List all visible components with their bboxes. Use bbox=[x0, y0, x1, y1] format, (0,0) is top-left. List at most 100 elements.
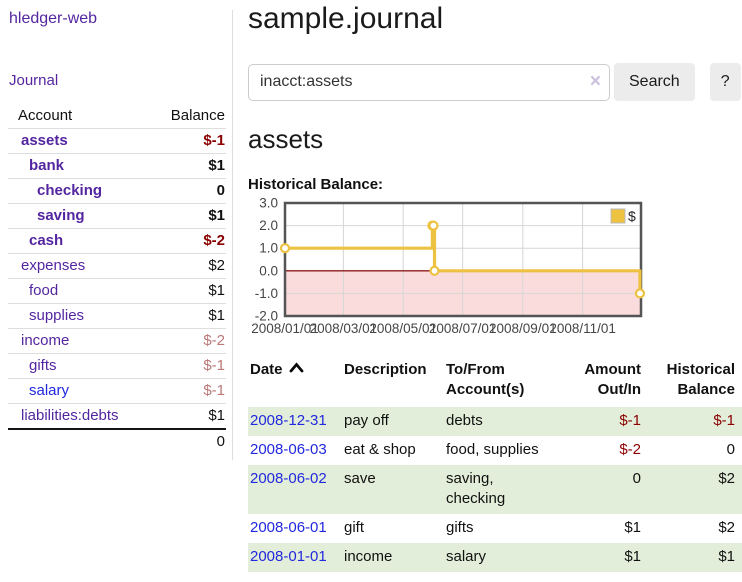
account-link-cash[interactable]: cash bbox=[29, 232, 64, 249]
account-link-liabilities-debts[interactable]: liabilities:debts bbox=[21, 407, 119, 424]
chart-x-tick-label: 2008/09/01 bbox=[489, 321, 557, 336]
account-link-expenses[interactable]: expenses bbox=[21, 257, 86, 274]
transaction-accounts: food, supplies bbox=[446, 441, 539, 458]
table-row: 2008-06-02 save saving, checking 0 $2 bbox=[248, 465, 742, 514]
account-row: assets $-1 bbox=[8, 128, 226, 154]
transaction-description: income bbox=[344, 548, 393, 565]
header-balance: Historical Balance bbox=[641, 358, 742, 407]
transaction-description: save bbox=[344, 470, 376, 487]
transaction-amount: $-2 bbox=[619, 441, 641, 458]
transaction-description: eat & shop bbox=[344, 441, 416, 458]
accounts-header-balance: Balance bbox=[170, 107, 225, 124]
clear-search-icon[interactable]: × bbox=[589, 70, 601, 92]
account-row: salary $-1 bbox=[8, 378, 226, 404]
account-row: cash $-2 bbox=[8, 228, 226, 254]
transaction-amount: $1 bbox=[624, 519, 641, 536]
search-box: × bbox=[248, 63, 610, 101]
main-content: sample.journal × Search ? assets Histori… bbox=[233, 0, 742, 572]
transaction-amount: 0 bbox=[632, 470, 641, 487]
chart-marker bbox=[634, 288, 646, 299]
account-balance: $1 bbox=[208, 282, 225, 299]
chart-y-tick-label: -2.0 bbox=[255, 309, 278, 324]
account-row: expenses $2 bbox=[8, 253, 226, 279]
sidebar-item-journal[interactable]: Journal bbox=[9, 72, 59, 89]
account-balance: 0 bbox=[216, 182, 225, 199]
legend-label: $ bbox=[628, 208, 636, 224]
transaction-date-link[interactable]: 2008-06-02 bbox=[250, 470, 327, 487]
account-row: bank $1 bbox=[8, 153, 226, 179]
transaction-description: pay off bbox=[344, 412, 389, 429]
accounts-header-row: Account Balance bbox=[8, 104, 226, 129]
transaction-balance: 0 bbox=[726, 441, 735, 458]
account-row: supplies $1 bbox=[8, 303, 226, 329]
account-balance: $2 bbox=[208, 257, 225, 274]
chart-border bbox=[283, 201, 643, 318]
account-link-gifts[interactable]: gifts bbox=[29, 357, 57, 374]
register-body: 2008-12-31 pay off debts $-1 $-1 2008-06-03 ea… bbox=[248, 407, 742, 572]
account-balance: $1 bbox=[208, 207, 225, 224]
search-button[interactable]: Search bbox=[614, 63, 695, 101]
chart-x-tick-label: 2008/05/01 bbox=[369, 321, 437, 336]
accounts-body: assets $-1 bank $1 checking 0 saving $1 cash $-2 e… bbox=[8, 128, 226, 430]
chart-y-tick-label: 3.0 bbox=[259, 198, 278, 211]
header-accounts: To/From Account(s) bbox=[444, 358, 544, 407]
chart-marker bbox=[428, 220, 439, 231]
account-row: income $-2 bbox=[8, 328, 226, 354]
sidebar-inner: hledger-web Journal Account Balance asse… bbox=[0, 10, 233, 460]
chart-marker bbox=[279, 243, 291, 254]
transaction-balance: $2 bbox=[718, 519, 735, 536]
header-balance-line2: Balance bbox=[677, 381, 735, 398]
chart-marker bbox=[429, 265, 440, 276]
transaction-date-link[interactable]: 2008-01-01 bbox=[250, 548, 327, 565]
table-row: 2008-06-03 eat & shop food, supplies $-2 0 bbox=[248, 436, 742, 465]
transaction-date-link[interactable]: 2008-12-31 bbox=[250, 412, 327, 429]
account-link-assets[interactable]: assets bbox=[21, 132, 68, 149]
account-balance: $-2 bbox=[203, 332, 225, 349]
account-row: saving $1 bbox=[8, 203, 226, 229]
historical-balance-chart[interactable]: $3.0 2.0 1.0 0.0 -1.0 -2.0 2008/01/01 2008/03/0… bbox=[248, 196, 742, 342]
header-date[interactable]: Date bbox=[248, 358, 342, 407]
header-accounts-line1: To/From bbox=[446, 361, 505, 378]
transaction-date-link[interactable]: 2008-06-03 bbox=[250, 441, 327, 458]
search-help-button[interactable]: ? bbox=[709, 63, 741, 101]
accounts-total-row: 0 bbox=[8, 429, 226, 454]
transaction-date-link[interactable]: 2008-06-01 bbox=[250, 519, 327, 536]
transaction-balance: $-1 bbox=[713, 412, 735, 429]
transaction-amount: $1 bbox=[624, 548, 641, 565]
header-accounts-line2: Account(s) bbox=[446, 381, 525, 398]
account-balance: $1 bbox=[208, 307, 225, 324]
account-balance: $-1 bbox=[203, 357, 225, 374]
accounts-table: Account Balance assets $-1 bank $1 checking 0… bbox=[8, 104, 226, 454]
page-title: sample.journal bbox=[248, 2, 444, 35]
header-balance-line1: Historical bbox=[666, 361, 735, 378]
chart-y-tick-label: -1.0 bbox=[255, 286, 278, 301]
brand-link[interactable]: hledger-web bbox=[9, 10, 98, 27]
account-link-bank[interactable]: bank bbox=[29, 157, 65, 174]
account-link-checking[interactable]: checking bbox=[37, 182, 103, 199]
chart-title: Historical Balance: bbox=[248, 176, 384, 193]
search-form: × Search ? bbox=[248, 63, 742, 101]
sidebar: hledger-web Journal Account Balance asse… bbox=[0, 0, 233, 460]
transaction-accounts: gifts bbox=[446, 519, 474, 536]
chart-y-tick-label: 2.0 bbox=[259, 218, 278, 233]
header-amount-line1: Amount bbox=[584, 361, 641, 378]
chart-x-tick-label: 2008/01/01 bbox=[251, 321, 319, 336]
header-date-label: Date bbox=[250, 361, 283, 378]
chart-y-tick-label: 0.0 bbox=[259, 263, 278, 278]
accounts-header-account: Account bbox=[18, 107, 73, 124]
account-link-food[interactable]: food bbox=[29, 282, 59, 299]
register-header-row: Date Description To/From Account(s) Amou… bbox=[248, 358, 742, 407]
account-link-income[interactable]: income bbox=[21, 332, 70, 349]
account-row: food $1 bbox=[8, 278, 226, 304]
search-input[interactable] bbox=[248, 63, 610, 101]
transaction-description: gift bbox=[344, 519, 365, 536]
account-row: checking 0 bbox=[8, 178, 226, 204]
chart-y-tick-label: 1.0 bbox=[259, 241, 278, 256]
table-row: 2008-01-01 income salary $1 $1 bbox=[248, 543, 742, 572]
transaction-balance: $2 bbox=[718, 470, 735, 487]
balance-chart-svg: $3.0 2.0 1.0 0.0 -1.0 -2.02008/01/012008/03/0… bbox=[251, 196, 646, 336]
account-link-salary[interactable]: salary bbox=[29, 382, 70, 399]
account-link-supplies[interactable]: supplies bbox=[29, 307, 85, 324]
account-link-saving[interactable]: saving bbox=[37, 207, 85, 224]
